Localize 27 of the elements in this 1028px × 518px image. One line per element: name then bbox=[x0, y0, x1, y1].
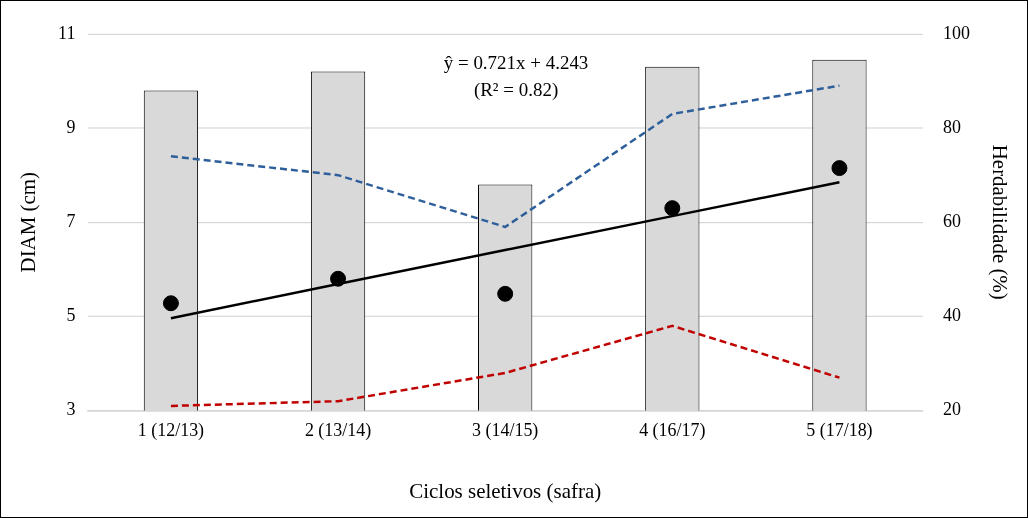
y2-tick-label: 40 bbox=[942, 305, 961, 326]
y-tick-label: 7 bbox=[66, 210, 76, 231]
point bbox=[162, 295, 179, 312]
y-axis-title: DIAM (cm) bbox=[16, 172, 41, 273]
y-tick-label: 5 bbox=[66, 305, 76, 326]
y-tick-label: 3 bbox=[66, 399, 76, 420]
point bbox=[831, 160, 848, 177]
y2-tick-label: 100 bbox=[942, 22, 970, 43]
x-tick-label: 3 (14/15) bbox=[472, 420, 539, 442]
y2-axis-title: Herdabilidade (%) bbox=[987, 144, 1012, 300]
x-tick-label: 5 (17/18) bbox=[806, 420, 873, 442]
point bbox=[330, 270, 347, 287]
annotation: ŷ = 0.721x + 4.243 bbox=[443, 51, 589, 73]
y2-tick-label: 20 bbox=[942, 399, 961, 420]
y-tick-label: 11 bbox=[58, 22, 76, 43]
y-tick-label: 9 bbox=[66, 116, 76, 137]
y2-tick-label: 60 bbox=[942, 210, 961, 231]
line-series bbox=[169, 84, 841, 229]
annotation: (R² = 0.82) bbox=[473, 78, 559, 101]
x-tick-label: 2 (13/14) bbox=[304, 420, 372, 442]
line-series bbox=[169, 324, 841, 408]
y2-tick-label: 80 bbox=[942, 116, 961, 137]
point bbox=[497, 285, 514, 302]
x-tick-label: 1 (12/13) bbox=[137, 420, 205, 442]
point bbox=[664, 200, 681, 217]
x-tick-label: 4 (16/17) bbox=[639, 420, 706, 442]
x-axis-title: Ciclos seletivos (safra) bbox=[409, 479, 602, 503]
